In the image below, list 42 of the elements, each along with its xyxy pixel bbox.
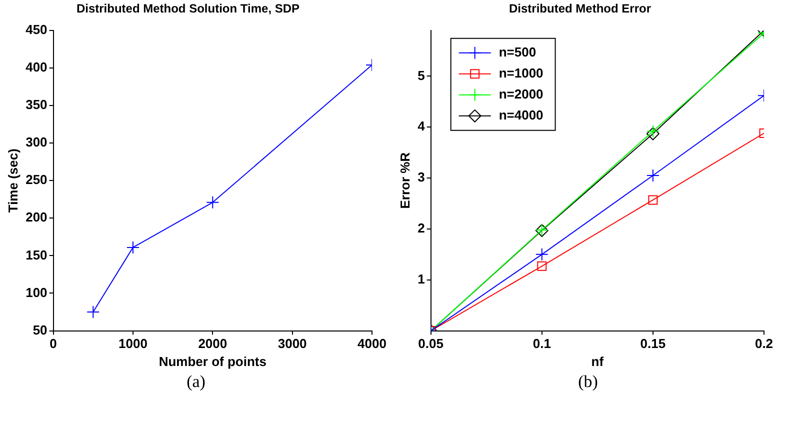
x-tick-label: 2000: [198, 336, 228, 352]
legend-label: n=500: [498, 44, 536, 60]
legend-label: n=2000: [498, 86, 544, 102]
y-tick-label: 50: [32, 322, 48, 338]
y-axis-title: Time (sec): [5, 148, 20, 213]
y-tick-label: 4: [418, 118, 426, 134]
x-tick-label: 4000: [358, 336, 386, 352]
x-axis-title: Number of points: [158, 354, 266, 369]
x-tick-label: 0.15: [640, 336, 666, 352]
y-tick-label: 200: [26, 210, 48, 225]
text: (a): [186, 372, 206, 392]
point: [646, 127, 660, 140]
y-tick-label: 1: [418, 271, 425, 286]
point: [646, 169, 660, 182]
text: (b): [577, 372, 599, 392]
y-tick-label: 3: [418, 170, 425, 185]
chart-title: Distributed Method Solution Time, SDP: [76, 2, 300, 16]
y-tick-label: 2: [418, 220, 425, 236]
x-tick-label: 0.1: [532, 336, 551, 352]
x-tick-label: 1000: [118, 336, 148, 352]
y-tick-label: 100: [26, 284, 48, 300]
chart-title: Distributed Method Error: [508, 2, 652, 16]
point: [126, 240, 140, 254]
point: [646, 124, 660, 138]
y-tick-label: 450: [26, 22, 48, 37]
point: [206, 196, 220, 209]
legend-label: n=1000: [498, 65, 544, 80]
y-tick-label: 300: [26, 134, 48, 150]
y-tick-label: 400: [26, 60, 48, 75]
y-tick-label: 150: [26, 247, 48, 262]
y-axis-title: Error %R: [397, 152, 412, 209]
y-tick-label: 350: [26, 97, 48, 112]
legend-label: n=4000: [498, 107, 544, 122]
x-tick-label: 3000: [278, 336, 307, 352]
y-tick-label: 5: [418, 68, 425, 83]
x-tick-label: 0: [50, 336, 57, 352]
y-tick-label: 250: [26, 172, 48, 188]
point: [535, 248, 548, 261]
point: [86, 306, 100, 319]
x-tick-label: 0.2: [754, 336, 774, 352]
x-axis-title: nf: [591, 354, 604, 369]
x-tick-label: 0.05: [418, 336, 444, 352]
